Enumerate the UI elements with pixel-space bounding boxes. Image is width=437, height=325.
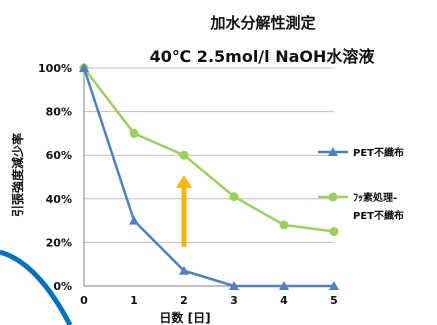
annotation-arrow bbox=[176, 174, 192, 247]
x-tick-label: 1 bbox=[130, 294, 138, 307]
legend-item-pet: PET不織布 bbox=[318, 146, 404, 159]
series bbox=[79, 63, 339, 290]
series-fluorinated-pet-point bbox=[329, 227, 339, 236]
series-fluorinated-pet-point bbox=[279, 220, 289, 230]
series-fluorinated-pet-point bbox=[129, 128, 139, 138]
y-tick-label: 0% bbox=[53, 280, 72, 293]
y-axis-title: 引張強度減少率 bbox=[10, 133, 25, 217]
legend-item-fluorinated-pet: ﾌｯ素処理- PET不織布 bbox=[318, 191, 404, 222]
series-pet-point bbox=[279, 281, 289, 290]
legend: PET不織布 ﾌｯ素処理- PET不織布 bbox=[318, 146, 404, 222]
series-pet-point bbox=[229, 281, 239, 290]
x-axis-title: 日数 [日] bbox=[159, 310, 210, 325]
y-tick-labels: 0% 20% 40% 60% 80% 100% bbox=[38, 62, 72, 293]
series-pet-point bbox=[79, 63, 89, 72]
series-fluorinated-pet bbox=[79, 63, 339, 236]
legend-marker-fluorinated-pet bbox=[328, 192, 338, 202]
y-tick-label: 60% bbox=[46, 149, 72, 162]
series-pet-point bbox=[179, 265, 189, 275]
x-tick-label: 2 bbox=[180, 294, 188, 307]
series-pet-point bbox=[129, 215, 139, 225]
series-pet-point bbox=[329, 281, 339, 290]
legend-label-fluorinated-line2: PET不織布 bbox=[353, 209, 404, 222]
series-fluorinated-pet-point bbox=[229, 192, 239, 202]
gridlines bbox=[84, 67, 334, 243]
y-tick-label: 40% bbox=[46, 193, 72, 206]
y-tick-label: 20% bbox=[46, 236, 72, 249]
y-tick-label: 80% bbox=[46, 106, 72, 119]
chart-subtitle: 40℃ 2.5mol/l NaOH水溶液 bbox=[150, 47, 376, 66]
series-pet bbox=[79, 63, 339, 290]
legend-label-pet: PET不織布 bbox=[353, 146, 404, 159]
x-tick-labels: 0 1 2 3 4 5 bbox=[80, 294, 338, 307]
series-fluorinated-pet-point bbox=[179, 150, 189, 160]
annotation-arrow-head bbox=[176, 174, 192, 188]
y-tick-label: 100% bbox=[38, 62, 72, 75]
legend-marker-pet bbox=[328, 147, 338, 156]
legend-label-fluorinated-line1: ﾌｯ素処理- bbox=[353, 191, 397, 204]
chart-title: 加水分解性測定 bbox=[209, 14, 315, 32]
x-tick-label: 4 bbox=[280, 294, 288, 307]
x-tick-label: 0 bbox=[80, 294, 88, 307]
x-tick-label: 3 bbox=[230, 294, 238, 307]
decorative-arc bbox=[0, 249, 73, 325]
series-fluorinated-pet-line bbox=[83, 67, 335, 233]
x-tick-label: 5 bbox=[330, 294, 338, 307]
series-pet-line bbox=[82, 67, 334, 288]
